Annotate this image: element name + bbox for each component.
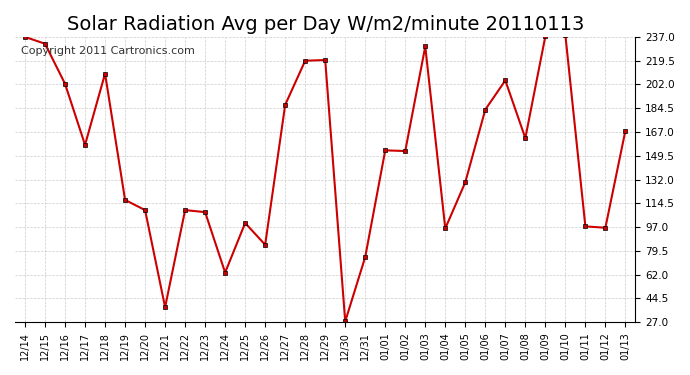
Text: Copyright 2011 Cartronics.com: Copyright 2011 Cartronics.com: [21, 45, 195, 56]
Title: Solar Radiation Avg per Day W/m2/minute 20110113: Solar Radiation Avg per Day W/m2/minute …: [66, 15, 584, 34]
